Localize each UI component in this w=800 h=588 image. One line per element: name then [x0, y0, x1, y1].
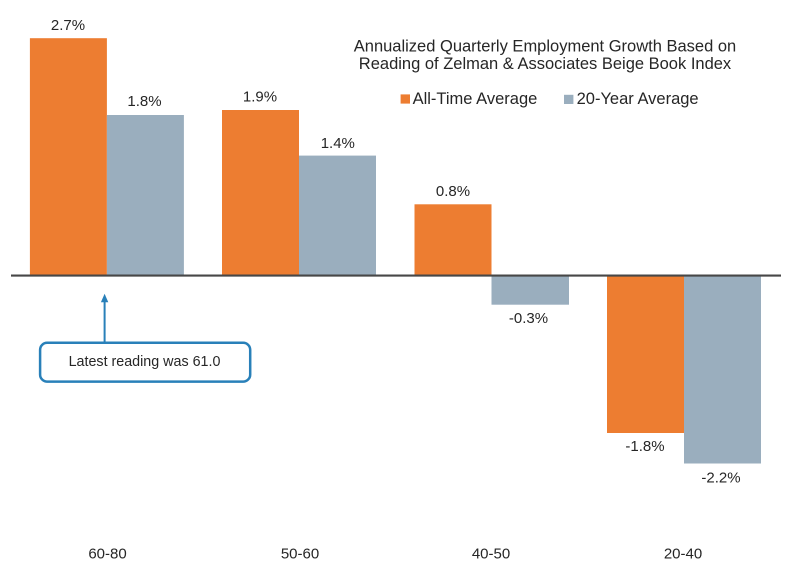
svg-text:40-50: 40-50: [472, 545, 510, 562]
svg-text:1.4%: 1.4%: [321, 135, 355, 152]
svg-text:20-40: 20-40: [664, 545, 702, 562]
svg-text:-0.3%: -0.3%: [509, 310, 548, 327]
svg-text:1.9%: 1.9%: [243, 89, 277, 106]
svg-text:60-80: 60-80: [88, 545, 126, 562]
svg-text:1.8%: 1.8%: [127, 93, 161, 110]
svg-text:Reading of Zelman & Associates: Reading of Zelman & Associates Beige Boo…: [359, 55, 732, 73]
svg-text:50-60: 50-60: [281, 545, 319, 562]
svg-text:-1.8%: -1.8%: [625, 438, 664, 455]
svg-text:All-Time Average: All-Time Average: [413, 90, 538, 108]
svg-text:0.8%: 0.8%: [436, 183, 470, 200]
svg-text:Annualized Quarterly Employmen: Annualized Quarterly Employment Growth B…: [354, 38, 736, 56]
svg-text:Latest reading was 61.0: Latest reading was 61.0: [69, 354, 221, 370]
svg-text:20-Year Average: 20-Year Average: [577, 90, 699, 108]
svg-text:-2.2%: -2.2%: [701, 470, 740, 487]
svg-text:2.7%: 2.7%: [51, 17, 85, 34]
